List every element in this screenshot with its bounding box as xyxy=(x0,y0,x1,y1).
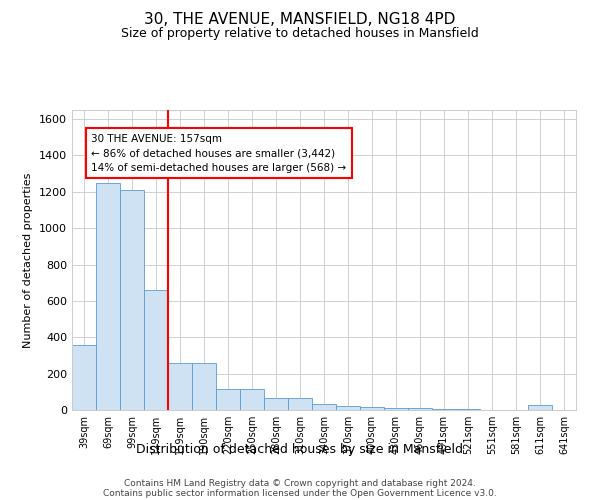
Text: Contains public sector information licensed under the Open Government Licence v3: Contains public sector information licen… xyxy=(103,488,497,498)
Bar xyxy=(264,398,288,410)
Bar xyxy=(528,404,552,410)
Text: Size of property relative to detached houses in Mansfield: Size of property relative to detached ho… xyxy=(121,28,479,40)
Text: Contains HM Land Registry data © Crown copyright and database right 2024.: Contains HM Land Registry data © Crown c… xyxy=(124,478,476,488)
Bar xyxy=(168,362,192,410)
Bar xyxy=(312,404,336,410)
Text: 30 THE AVENUE: 157sqm
← 86% of detached houses are smaller (3,442)
14% of semi-d: 30 THE AVENUE: 157sqm ← 86% of detached … xyxy=(91,134,346,173)
Bar xyxy=(432,409,456,410)
Bar xyxy=(216,389,240,410)
Bar xyxy=(336,406,360,410)
Bar xyxy=(120,190,144,410)
Bar xyxy=(240,389,264,410)
Bar xyxy=(408,408,432,410)
Y-axis label: Number of detached properties: Number of detached properties xyxy=(23,172,34,348)
Bar xyxy=(360,408,384,410)
Bar xyxy=(144,290,168,410)
Bar xyxy=(72,344,96,410)
Bar xyxy=(384,408,408,410)
Bar xyxy=(96,182,120,410)
Bar xyxy=(192,362,216,410)
Text: 30, THE AVENUE, MANSFIELD, NG18 4PD: 30, THE AVENUE, MANSFIELD, NG18 4PD xyxy=(145,12,455,28)
Text: Distribution of detached houses by size in Mansfield: Distribution of detached houses by size … xyxy=(137,442,464,456)
Bar xyxy=(456,409,480,410)
Bar xyxy=(288,398,312,410)
